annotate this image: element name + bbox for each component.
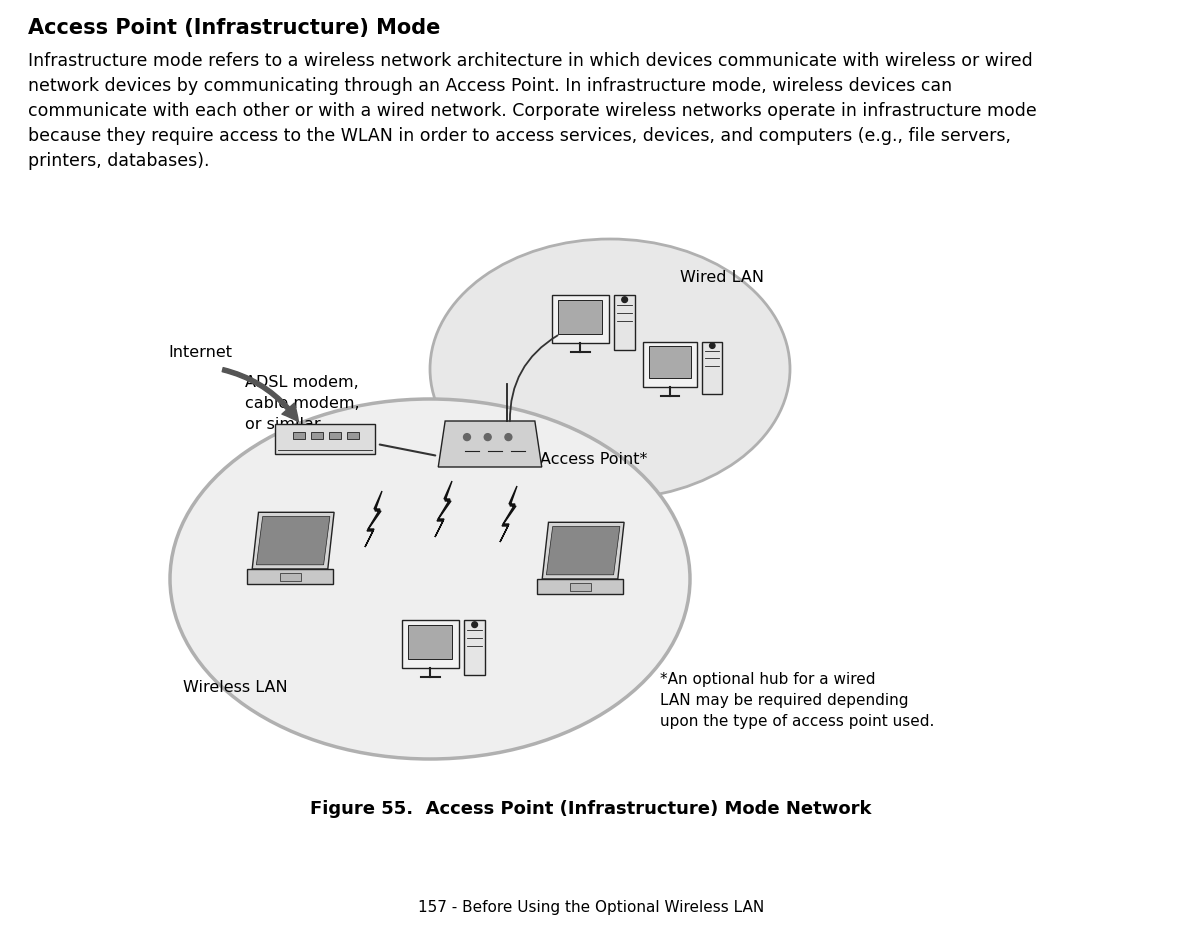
Bar <box>643 342 697 387</box>
Text: Figure 55.  Access Point (Infrastructure) Mode Network: Figure 55. Access Point (Infrastructure)… <box>310 799 872 818</box>
Bar <box>348 432 359 440</box>
Bar <box>615 296 635 351</box>
Circle shape <box>463 434 470 441</box>
Text: Internet: Internet <box>168 344 232 360</box>
Bar <box>408 625 453 660</box>
Text: *An optional hub for a wired
LAN may be required depending
upon the type of acce: *An optional hub for a wired LAN may be … <box>660 671 935 728</box>
Text: Access Point*: Access Point* <box>540 452 648 467</box>
Circle shape <box>622 298 628 303</box>
Polygon shape <box>252 513 335 570</box>
Bar <box>537 579 623 594</box>
Bar <box>402 621 459 668</box>
Circle shape <box>472 622 478 628</box>
Circle shape <box>485 434 492 441</box>
Circle shape <box>505 434 512 441</box>
Bar <box>465 621 485 676</box>
Text: Access Point (Infrastructure) Mode: Access Point (Infrastructure) Mode <box>28 18 441 38</box>
Bar <box>702 342 722 394</box>
Bar <box>311 432 323 440</box>
Polygon shape <box>543 522 624 579</box>
Polygon shape <box>435 482 452 537</box>
Polygon shape <box>256 517 330 565</box>
Polygon shape <box>546 527 619 575</box>
Text: ADSL modem,
cable modem,
or similar: ADSL modem, cable modem, or similar <box>245 375 359 432</box>
Ellipse shape <box>430 239 790 499</box>
Ellipse shape <box>170 400 690 759</box>
Text: Wired LAN: Wired LAN <box>680 270 764 285</box>
Bar <box>570 584 591 591</box>
FancyArrowPatch shape <box>222 368 298 422</box>
Text: 157 - Before Using the Optional Wireless LAN: 157 - Before Using the Optional Wireless… <box>418 899 764 914</box>
Text: Wireless LAN: Wireless LAN <box>183 679 287 694</box>
Bar <box>275 424 375 455</box>
Polygon shape <box>439 421 541 468</box>
Bar <box>329 432 340 440</box>
Polygon shape <box>500 486 517 542</box>
Bar <box>293 432 305 440</box>
Polygon shape <box>365 492 382 548</box>
Bar <box>279 574 300 581</box>
Circle shape <box>709 343 715 349</box>
Text: Infrastructure mode refers to a wireless network architecture in which devices c: Infrastructure mode refers to a wireless… <box>28 52 1037 170</box>
Bar <box>552 296 609 343</box>
Bar <box>649 347 691 379</box>
Bar <box>247 570 333 584</box>
Bar <box>558 301 603 335</box>
